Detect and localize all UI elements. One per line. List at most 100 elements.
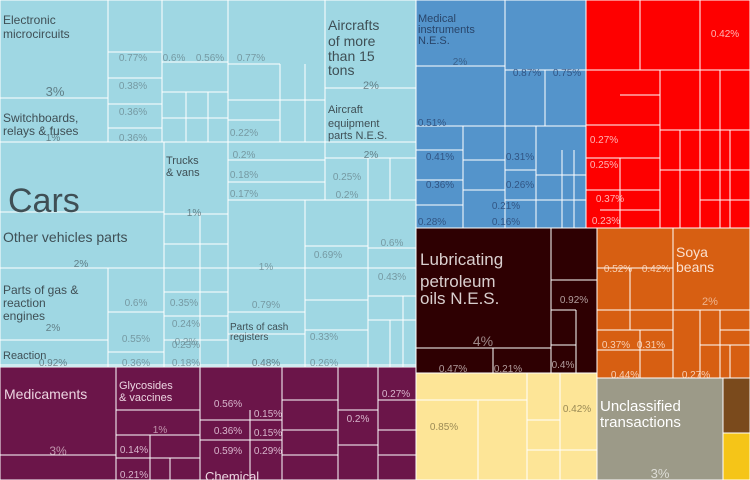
cell-value-label: 0.2% bbox=[233, 150, 256, 161]
cell-value-label: 0.18% bbox=[230, 170, 258, 181]
cell-value-label: 0.27% bbox=[590, 135, 618, 146]
cell-value-label: 2% bbox=[74, 259, 89, 270]
cell-value-label: 0.35% bbox=[170, 298, 198, 309]
cell-value-label: 2% bbox=[364, 150, 379, 161]
cell-name-label: Electronic microcircuits bbox=[3, 13, 70, 41]
cell-value-label: 0.42% bbox=[642, 264, 670, 275]
cell-value-label: 0.26% bbox=[310, 358, 338, 369]
cell-value-label: 1% bbox=[46, 133, 61, 144]
cell-name-label: Parts of cash registers bbox=[230, 322, 288, 343]
cell-value-label: 0.41% bbox=[426, 152, 454, 163]
cell-value-label: 2% bbox=[46, 323, 61, 334]
cell-value-label: 0.75% bbox=[553, 68, 581, 79]
cell-value-label: 0.33% bbox=[310, 332, 338, 343]
cell-value-label: 0.52% bbox=[604, 264, 632, 275]
cell-value-label: 0.15% bbox=[254, 428, 282, 439]
cell-value-label: 0.26% bbox=[506, 180, 534, 191]
cell-value-label: 2% bbox=[453, 57, 468, 68]
sector-misc bbox=[722, 432, 750, 480]
sector-food bbox=[415, 372, 598, 480]
cell-value-label: 1% bbox=[259, 262, 274, 273]
cell-value-label: 0.36% bbox=[119, 107, 147, 118]
cell-name-label: Soya beans bbox=[676, 244, 714, 275]
cell-value-label: 0.69% bbox=[314, 250, 342, 261]
cell-value-label: 0.42% bbox=[563, 404, 591, 415]
cell-value-label: 0.36% bbox=[214, 426, 242, 437]
cell-value-label: 0.59% bbox=[214, 446, 242, 457]
cell-value-label: 0.77% bbox=[237, 53, 265, 64]
cell-value-label: 0.42% bbox=[711, 29, 739, 40]
cell-value-label: 0.85% bbox=[430, 422, 458, 433]
cell-value-label: 3% bbox=[49, 444, 67, 458]
cell-value-label: 0.79% bbox=[252, 300, 280, 311]
cell-value-label: 0.44% bbox=[611, 370, 639, 381]
cell-value-label: 0.27% bbox=[382, 389, 410, 400]
cell-value-label: 0.2% bbox=[336, 190, 359, 201]
sector-unclassified bbox=[596, 377, 724, 480]
cell-name-label: Other vehicles parts bbox=[3, 229, 128, 245]
cell-name-label: Chemical bbox=[205, 469, 259, 480]
cell-value-label: 0.92% bbox=[560, 295, 588, 306]
cell-value-label: 0.28% bbox=[418, 217, 446, 228]
cell-value-label: 0.6% bbox=[381, 238, 404, 249]
cell-value-label: 0.36% bbox=[426, 180, 454, 191]
cell-value-label: 0.37% bbox=[596, 194, 624, 205]
cell-value-label: 0.51% bbox=[418, 118, 446, 129]
sector-machinery bbox=[0, 0, 417, 368]
cell-value-label: 0.15% bbox=[254, 409, 282, 420]
cell-value-label: 0.27% bbox=[682, 370, 710, 381]
cell-value-label: 0.48% bbox=[252, 358, 280, 369]
cell-value-label: 1% bbox=[187, 208, 202, 219]
cell-value-label: 0.38% bbox=[119, 81, 147, 92]
cell-name-label: Cars bbox=[8, 182, 80, 220]
cell-name-label: Switchboards, relays & fuses bbox=[3, 111, 78, 138]
cell-value-label: 0.23% bbox=[172, 340, 200, 351]
cell-value-label: 3% bbox=[46, 84, 65, 99]
cell-value-label: 0.55% bbox=[122, 334, 150, 345]
cell-value-label: 0.37% bbox=[602, 340, 630, 351]
cell-name-label: Unclassified transactions bbox=[600, 398, 681, 431]
cell-value-label: 0.21% bbox=[494, 364, 522, 375]
cell-value-label: 0.43% bbox=[378, 272, 406, 283]
cell-name-label: Trucks & vans bbox=[166, 155, 200, 179]
cell-value-label: 0.16% bbox=[492, 217, 520, 228]
cell-name-label: Aircrafts of more than 15 tons bbox=[328, 17, 379, 78]
cell-value-label: 0.14% bbox=[120, 445, 148, 456]
cell-name-label: Parts of gas & reaction engines bbox=[3, 283, 78, 323]
cell-value-label: 2% bbox=[702, 296, 718, 308]
cell-name-label: Medical instruments N.E.S. bbox=[418, 13, 475, 47]
cell-value-label: 0.4% bbox=[552, 360, 575, 371]
cell-value-label: 0.31% bbox=[506, 152, 534, 163]
cell-name-label: Medicaments bbox=[4, 386, 87, 402]
cell-value-label: 0.22% bbox=[230, 128, 258, 139]
cell-value-label: 0.6% bbox=[125, 298, 148, 309]
cell-value-label: 0.25% bbox=[333, 172, 361, 183]
cell-value-label: 0.21% bbox=[492, 201, 520, 212]
cell-value-label: 0.24% bbox=[172, 319, 200, 330]
cell-value-label: 0.36% bbox=[119, 133, 147, 144]
cell-value-label: 0.18% bbox=[172, 358, 200, 369]
cell-value-label: 0.21% bbox=[120, 470, 148, 480]
cell-value-label: 0.56% bbox=[196, 53, 224, 64]
cell-value-label: 0.36% bbox=[122, 358, 150, 369]
cell-value-label: 0.92% bbox=[39, 358, 67, 369]
sector-mineral bbox=[415, 227, 598, 374]
cell-name-label: Glycosides & vaccines bbox=[119, 380, 173, 404]
cell-value-label: 0.87% bbox=[513, 68, 541, 79]
cell-value-label: 2% bbox=[363, 80, 379, 92]
cell-value-label: 0.56% bbox=[214, 399, 242, 410]
cell-value-label: 0.29% bbox=[254, 446, 282, 457]
sector-animal bbox=[722, 377, 750, 434]
cell-value-label: 0.77% bbox=[119, 53, 147, 64]
cell-value-label: 0.17% bbox=[230, 189, 258, 200]
cell-value-label: 4% bbox=[473, 333, 493, 349]
cell-name-label: Reaction bbox=[3, 350, 46, 362]
cell-value-label: 0.25% bbox=[590, 160, 618, 171]
cell-value-label: 0.2% bbox=[347, 414, 370, 425]
cell-value-label: 0.47% bbox=[439, 364, 467, 375]
cell-name-label: Aircraft equipment parts N.E.S. bbox=[328, 104, 387, 142]
cell-value-label: 0.23% bbox=[592, 216, 620, 227]
cell-value-label: 1% bbox=[153, 425, 168, 436]
